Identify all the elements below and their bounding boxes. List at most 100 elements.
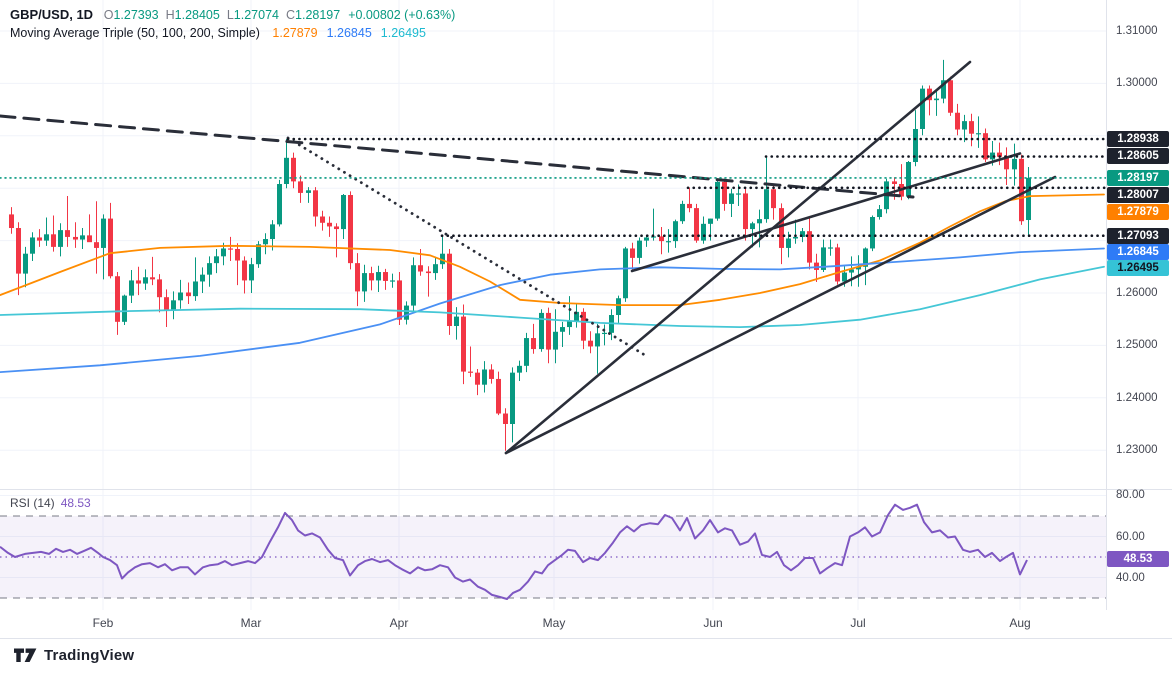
candle-body (221, 248, 226, 257)
candle-body (383, 272, 388, 281)
candle-body (327, 222, 332, 227)
ohlc-value: 1.27074 (233, 8, 279, 22)
candle-body (411, 265, 416, 306)
candle-body (115, 276, 120, 322)
candle-body (913, 128, 918, 162)
candle-body (969, 121, 974, 134)
trendline-ascending-shallow[interactable] (504, 175, 1057, 455)
candle-body (877, 209, 882, 218)
axis-price-badge: 1.26845 (1107, 244, 1169, 260)
ohlc-prefix: C (285, 8, 296, 22)
ma-value: 1.26495 (380, 26, 426, 40)
tradingview-logo-text: TradingView (44, 647, 135, 664)
candle-body (962, 121, 967, 130)
candle-body (23, 253, 28, 274)
candle-body (16, 228, 21, 274)
ohlc-prefix: O (103, 8, 114, 22)
time-axis-month-label: Apr (389, 616, 409, 630)
candle-body (659, 236, 664, 242)
candle-body (65, 230, 70, 237)
candle-body (948, 80, 953, 113)
time-axis-month-label: Aug (1009, 616, 1031, 630)
pane-separator[interactable] (0, 489, 1172, 490)
candle-body (630, 248, 635, 258)
time-axis-month-label: May (542, 616, 566, 630)
change-value: +0.00802 (+0.63%) (348, 8, 456, 22)
trendline-ascending-steep[interactable] (504, 60, 972, 455)
candle-body (510, 372, 515, 424)
axis-price-label: 1.24000 (1116, 391, 1158, 404)
axis-price-badge: 1.28007 (1107, 187, 1169, 203)
candle-body (129, 280, 134, 296)
candle-body (475, 372, 480, 385)
time-axis[interactable] (0, 610, 1172, 639)
symbol-legend[interactable]: GBP/USD, 1D O1.27393 H1.28405 L1.27074 C1.2… (10, 7, 455, 22)
trendline-ascending-mid[interactable] (630, 152, 1022, 273)
rsi-current-value: 48.53 (60, 496, 91, 510)
ma-indicator-legend[interactable]: Moving Average Triple (50, 100, 200, Sim… (10, 26, 426, 40)
candle-body (334, 226, 339, 230)
ma-values: 1.27879 1.26845 1.26495 (263, 26, 426, 40)
candle-body (920, 88, 925, 129)
candle-body (348, 195, 353, 264)
rsi-indicator-legend[interactable]: RSI (14) 48.53 (10, 496, 91, 510)
candle-body (447, 253, 452, 327)
candle-body (242, 260, 247, 281)
moving-average-line (0, 247, 1105, 373)
tradingview-logo[interactable]: TradingView (14, 647, 134, 664)
candle-body (298, 181, 303, 193)
candle-body (454, 316, 459, 327)
candle-body (771, 189, 776, 209)
ma-value: 1.26845 (326, 26, 372, 40)
candle-body (503, 413, 508, 424)
price-axis[interactable] (1106, 0, 1172, 638)
candle-body (800, 231, 805, 237)
candle-body (376, 272, 381, 281)
chart-canvas[interactable] (0, 0, 1172, 640)
candle-body (461, 316, 466, 372)
candle-body (369, 273, 374, 281)
candle-body (270, 224, 275, 240)
candle-body (531, 338, 536, 350)
ohlc-values: O1.27393 H1.28405 L1.27074 C1.28197 +0.00802… (97, 8, 456, 22)
ohlc-value: 1.27393 (113, 8, 159, 22)
candle-body (101, 218, 106, 248)
rsi-band-fill (0, 516, 1106, 598)
candle-body (814, 262, 819, 270)
trendline-descending-dashed[interactable] (0, 114, 915, 199)
candle-body (214, 256, 219, 264)
axis-price-badge: 1.27093 (1107, 228, 1169, 244)
candle-body (150, 277, 155, 280)
candle-body (30, 237, 35, 254)
candle-body (680, 203, 685, 222)
candle-body (807, 231, 812, 263)
candle-body (637, 240, 642, 258)
axis-price-label: 60.00 (1116, 530, 1145, 543)
candle-body (136, 280, 141, 284)
candle-body (291, 157, 296, 182)
symbol-title[interactable]: GBP/USD, 1D (10, 7, 94, 22)
candle-body (786, 238, 791, 248)
candle-body (729, 193, 734, 204)
candle-body (595, 333, 600, 347)
candle-body (1012, 158, 1017, 170)
candle-body (976, 133, 981, 135)
candle-body (489, 369, 494, 379)
candle-body (517, 365, 522, 373)
candle-body (200, 274, 205, 282)
candle-body (835, 247, 840, 282)
rsi-indicator-title: RSI (14) (10, 496, 55, 510)
candle-body (1026, 177, 1031, 221)
candle-body (708, 218, 713, 224)
candle-body (870, 217, 875, 249)
candle-body (1019, 158, 1024, 222)
candle-body (122, 295, 127, 322)
candle-body (990, 152, 995, 160)
trendline-descending-dotted[interactable] (286, 136, 650, 359)
candle-body (418, 265, 423, 272)
candle-body (235, 248, 240, 261)
candle-body (249, 264, 254, 281)
candle-body (397, 280, 402, 320)
axis-price-label: 1.31000 (1116, 24, 1158, 37)
candle-body (983, 133, 988, 160)
